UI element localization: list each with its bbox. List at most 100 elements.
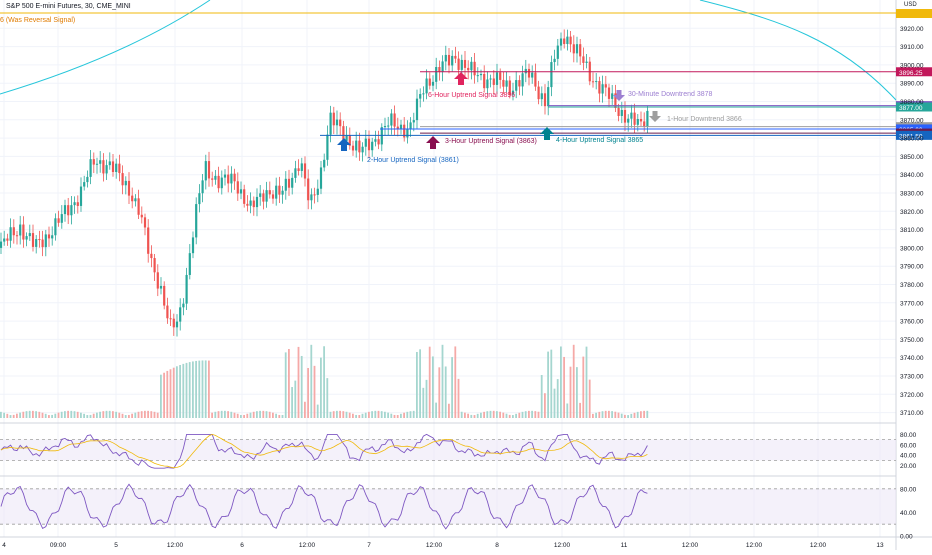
candle[interactable] [470, 61, 473, 71]
candle[interactable] [390, 113, 393, 126]
candle[interactable] [358, 140, 361, 153]
candle[interactable] [371, 141, 374, 151]
candle[interactable] [28, 233, 31, 237]
candle[interactable] [166, 305, 169, 319]
candle[interactable] [527, 68, 531, 78]
candle[interactable] [236, 181, 239, 194]
candle[interactable] [412, 120, 415, 123]
candle[interactable] [537, 86, 540, 100]
candle[interactable] [415, 98, 419, 121]
candle[interactable] [182, 303, 185, 308]
candle[interactable] [291, 177, 294, 188]
candle[interactable] [332, 112, 335, 126]
candle[interactable] [233, 173, 236, 182]
candle[interactable] [550, 62, 553, 88]
candle[interactable] [243, 189, 246, 204]
candle[interactable] [143, 217, 147, 228]
candle[interactable] [195, 204, 198, 238]
candle[interactable] [271, 194, 275, 199]
candle[interactable] [159, 285, 163, 289]
candle[interactable] [191, 237, 195, 254]
candle[interactable] [422, 93, 425, 95]
candle[interactable] [326, 134, 329, 160]
candle[interactable] [463, 59, 467, 68]
candle[interactable] [63, 205, 67, 215]
candle[interactable] [57, 218, 60, 223]
candle[interactable] [9, 227, 12, 241]
candle[interactable] [201, 180, 204, 194]
candle[interactable] [83, 182, 86, 187]
candle[interactable] [188, 253, 191, 275]
candle[interactable] [569, 36, 572, 45]
candle[interactable] [396, 126, 399, 130]
candle[interactable] [246, 203, 249, 206]
candle[interactable] [175, 321, 179, 328]
candle[interactable] [150, 253, 153, 259]
candle[interactable] [348, 135, 351, 146]
candle[interactable] [44, 234, 47, 248]
candle[interactable] [252, 200, 255, 208]
candle[interactable] [579, 44, 582, 57]
candle[interactable] [230, 173, 233, 184]
candle[interactable] [387, 125, 390, 127]
candle[interactable] [531, 72, 534, 78]
candle[interactable] [25, 236, 28, 240]
candle[interactable] [425, 78, 428, 94]
candle[interactable] [591, 81, 595, 83]
candle[interactable] [51, 235, 54, 239]
candle[interactable] [403, 124, 406, 138]
candle[interactable] [355, 140, 358, 151]
candle[interactable] [300, 163, 303, 171]
candle[interactable] [179, 307, 182, 322]
candle[interactable] [172, 318, 175, 328]
candle[interactable] [406, 129, 409, 138]
candle[interactable] [19, 224, 22, 236]
candle[interactable] [435, 67, 438, 82]
candle[interactable] [611, 93, 614, 99]
candle[interactable] [217, 175, 220, 189]
candle[interactable] [364, 138, 367, 147]
candle[interactable] [367, 138, 371, 151]
candle[interactable] [479, 73, 483, 76]
candle[interactable] [553, 58, 556, 63]
candle[interactable] [582, 56, 585, 63]
candle[interactable] [35, 239, 38, 247]
candle[interactable] [297, 168, 300, 171]
candle[interactable] [15, 235, 19, 237]
candle[interactable] [505, 80, 508, 87]
candle[interactable] [339, 119, 342, 127]
candle[interactable] [627, 118, 630, 123]
candle[interactable] [227, 174, 230, 184]
candle[interactable] [207, 161, 211, 179]
candle[interactable] [419, 94, 422, 99]
candle[interactable] [115, 163, 118, 173]
candle[interactable] [54, 218, 57, 236]
candle[interactable] [95, 163, 99, 165]
indicator-legend[interactable]: 6 (Was Reversal Signal) [0, 17, 76, 24]
candle[interactable] [524, 68, 527, 74]
candle[interactable] [543, 93, 547, 107]
candle[interactable] [6, 238, 9, 241]
candle[interactable] [284, 178, 287, 191]
candle[interactable] [0, 241, 3, 248]
candle[interactable] [444, 54, 447, 62]
candle[interactable] [630, 112, 633, 119]
candle[interactable] [620, 109, 623, 116]
candle[interactable] [495, 72, 499, 85]
candle[interactable] [121, 173, 124, 186]
candle[interactable] [319, 167, 323, 189]
candle[interactable] [67, 205, 70, 216]
candle[interactable] [294, 168, 297, 178]
candle[interactable] [287, 178, 291, 188]
candle[interactable] [572, 44, 575, 54]
candle[interactable] [262, 193, 265, 202]
candle[interactable] [483, 73, 486, 89]
candle[interactable] [268, 190, 271, 195]
candle[interactable] [223, 174, 227, 178]
candle[interactable] [604, 84, 607, 88]
candle[interactable] [399, 124, 403, 130]
candle[interactable] [643, 121, 646, 127]
candle[interactable] [3, 238, 6, 242]
candle[interactable] [335, 119, 339, 126]
